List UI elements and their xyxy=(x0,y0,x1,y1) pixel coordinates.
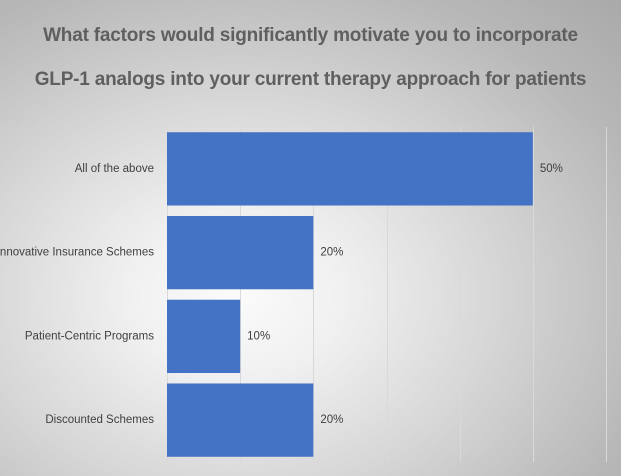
chart-title: What factors would significantly motivat… xyxy=(0,14,621,102)
category-label: Patient-Centric Programs xyxy=(25,330,154,342)
bar xyxy=(167,299,241,374)
data-label: 20% xyxy=(320,247,343,259)
category-label: Innovative Insurance Schemes xyxy=(0,247,154,259)
bar xyxy=(167,132,533,206)
bar xyxy=(167,215,314,290)
data-label: 50% xyxy=(540,163,563,175)
chart-title-line-1: What factors would significantly motivat… xyxy=(43,25,578,46)
category-label: All of the above xyxy=(75,163,154,175)
data-label: 20% xyxy=(320,414,343,426)
data-label: 10% xyxy=(247,330,270,342)
category-label: Discounted Schemes xyxy=(45,414,154,426)
bar xyxy=(167,383,314,457)
chart-title-line-2: GLP-1 analogs into your current therapy … xyxy=(34,69,587,90)
